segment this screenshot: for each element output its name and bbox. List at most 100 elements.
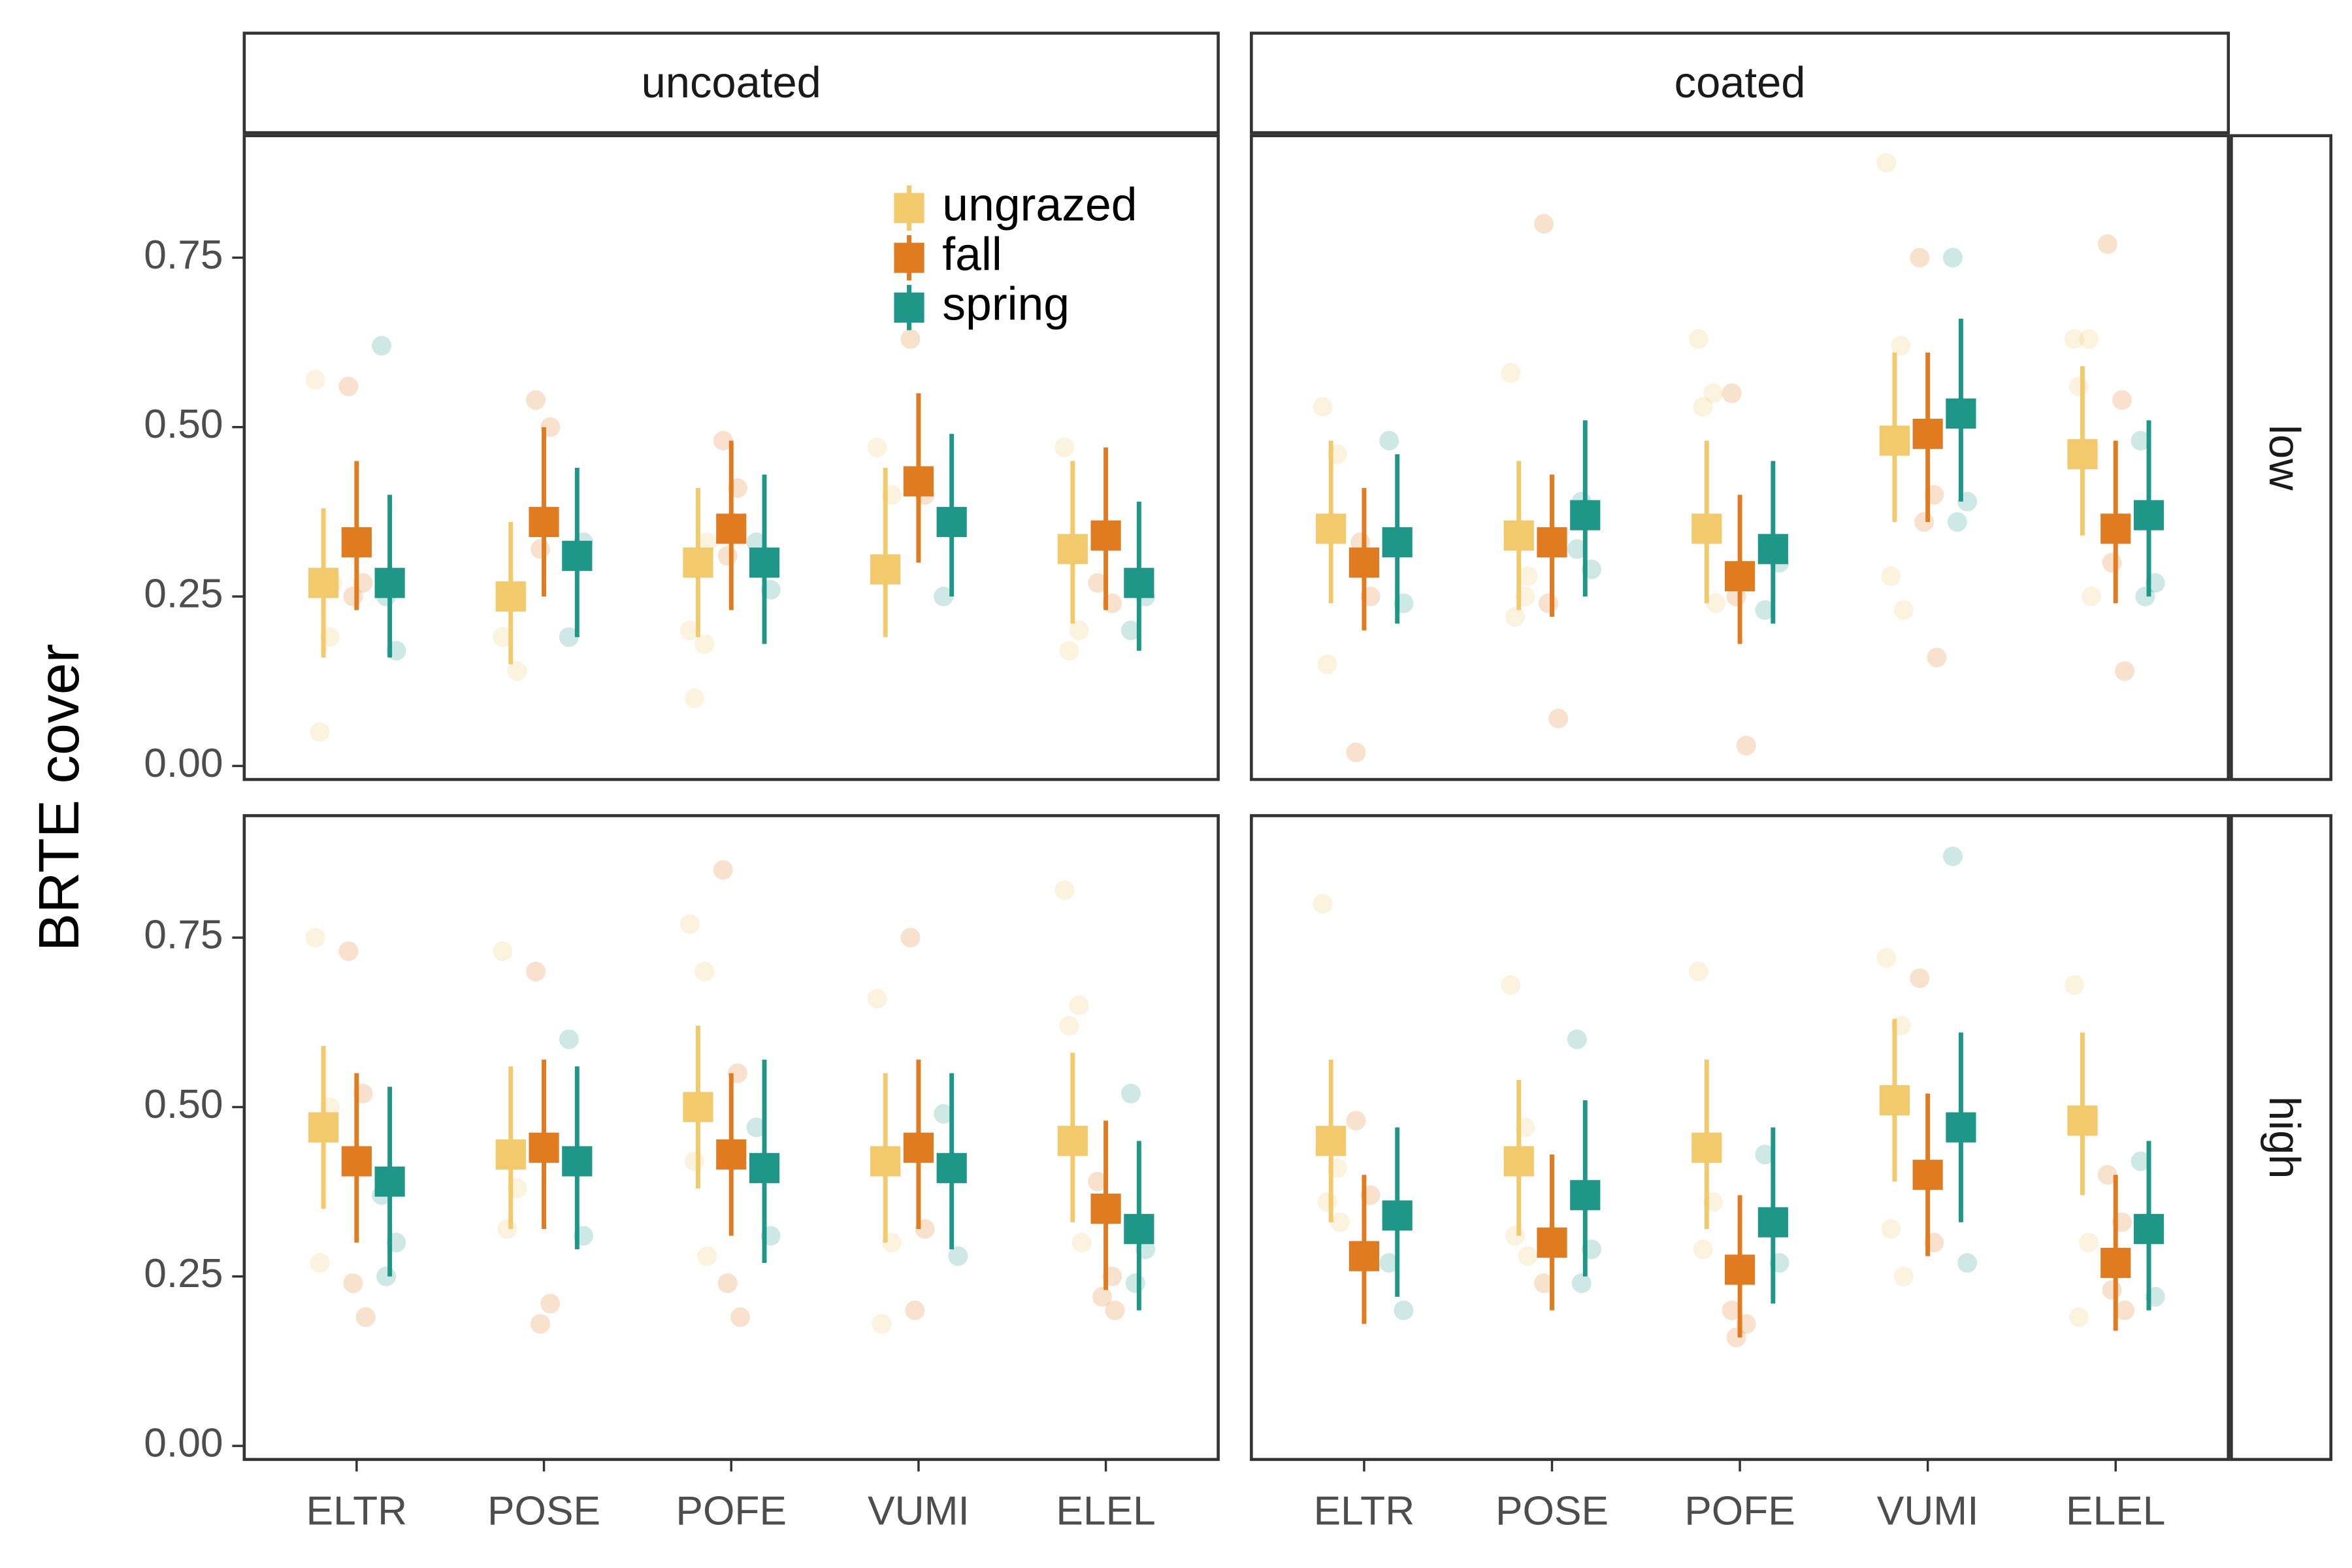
column-strip-label: uncoated: [642, 58, 821, 107]
raw-point: [1069, 995, 1089, 1015]
mean-marker: [870, 1146, 901, 1177]
raw-point: [343, 587, 363, 607]
mean-marker: [1691, 1132, 1722, 1163]
raw-point: [1538, 593, 1558, 613]
strip-box: [1250, 31, 2230, 135]
raw-point: [2064, 975, 2084, 995]
mean-marker: [1382, 1200, 1413, 1231]
raw-point: [1346, 1111, 1366, 1131]
mean-marker: [1912, 1160, 1943, 1190]
raw-point: [1927, 647, 1947, 668]
mean-marker: [529, 1132, 559, 1163]
x-tick-label: POSE: [487, 1488, 600, 1533]
raw-point: [1088, 1171, 1108, 1192]
raw-point: [1881, 1219, 1901, 1239]
mean-marker: [1057, 1126, 1088, 1156]
raw-point: [1567, 1029, 1587, 1049]
raw-point: [1914, 512, 1935, 532]
raw-point: [2131, 431, 2151, 451]
raw-point: [338, 376, 359, 397]
raw-point: [1534, 214, 1554, 234]
raw-point: [1688, 329, 1708, 349]
mean-marker: [683, 1092, 713, 1122]
raw-point: [684, 1151, 704, 1171]
raw-point: [1755, 600, 1775, 620]
mean-marker: [308, 568, 339, 598]
raw-point: [1088, 573, 1108, 593]
y-tick-label: 0.75: [144, 233, 223, 278]
raw-point: [497, 1219, 517, 1239]
panel-background: [1251, 135, 2229, 780]
raw-point: [1881, 566, 1901, 586]
mean-marker: [1570, 1180, 1601, 1211]
raw-point: [1054, 880, 1075, 900]
raw-point: [1313, 397, 1333, 417]
mean-marker: [749, 547, 780, 578]
raw-point: [867, 437, 887, 457]
y-tick-label: 0.50: [144, 1082, 223, 1127]
raw-point: [730, 1307, 751, 1328]
raw-point: [305, 928, 325, 948]
y-tick-label: 0.00: [144, 741, 223, 786]
panel-border: [242, 134, 1220, 781]
raw-point: [2135, 587, 2155, 607]
raw-point: [713, 860, 733, 880]
raw-point: [1501, 363, 1521, 383]
mean-marker: [2100, 1247, 2131, 1279]
mean-marker: [1382, 527, 1413, 558]
mean-marker: [716, 1139, 747, 1170]
raw-point: [1505, 607, 1526, 627]
raw-point: [526, 390, 546, 410]
raw-point: [1947, 512, 1967, 532]
mean-marker: [2067, 1105, 2098, 1136]
raw-point: [900, 928, 921, 948]
raw-point: [934, 1103, 954, 1124]
raw-point: [2131, 1151, 2151, 1171]
raw-point: [694, 962, 715, 982]
raw-point: [2064, 329, 2084, 349]
raw-point: [355, 1307, 376, 1328]
mean-marker: [1057, 534, 1088, 564]
mean-marker: [716, 514, 747, 544]
y-tick-label: 0.75: [144, 913, 223, 958]
raw-point: [1505, 1226, 1526, 1246]
mean-marker: [1691, 514, 1722, 544]
strip-box: [242, 31, 1220, 135]
x-tick-label: ELTR: [1314, 1488, 1415, 1533]
legend-swatch: [894, 292, 924, 323]
legend-swatch: [894, 242, 924, 273]
y-axis-label: BRTE cover: [27, 644, 91, 951]
raw-point: [1703, 383, 1723, 403]
raw-point: [867, 988, 887, 1009]
x-tick-label: ELEL: [1056, 1488, 1155, 1533]
raw-point: [697, 1246, 717, 1266]
legend-label: fall: [942, 229, 1002, 281]
mean-marker: [1570, 500, 1601, 531]
raw-point: [2079, 329, 2099, 349]
raw-point: [1313, 894, 1333, 914]
y-tick-label: 0.00: [144, 1421, 223, 1466]
raw-point: [1722, 383, 1742, 403]
mean-marker: [1537, 527, 1567, 558]
raw-point: [717, 1273, 738, 1294]
mean-marker: [1537, 1227, 1567, 1258]
x-tick-label: ELEL: [2066, 1488, 2165, 1533]
mean-marker: [1946, 1112, 1976, 1143]
panel-background: [1251, 815, 2229, 1460]
mean-marker: [562, 540, 593, 571]
raw-point: [1518, 566, 1538, 586]
raw-point: [1534, 1273, 1554, 1294]
raw-point: [684, 688, 704, 708]
raw-point: [1379, 1253, 1399, 1273]
mean-marker: [936, 1152, 967, 1183]
raw-point: [1125, 1273, 1145, 1294]
raw-point: [559, 1029, 579, 1049]
mean-marker: [870, 554, 901, 585]
raw-point: [1736, 736, 1756, 756]
strip-box: [2230, 814, 2332, 1462]
strip-box: [2230, 134, 2332, 781]
raw-point: [1330, 1212, 1350, 1232]
mean-marker: [529, 506, 559, 537]
row-strip-label: high: [2260, 1096, 2309, 1179]
raw-point: [2082, 587, 2102, 607]
